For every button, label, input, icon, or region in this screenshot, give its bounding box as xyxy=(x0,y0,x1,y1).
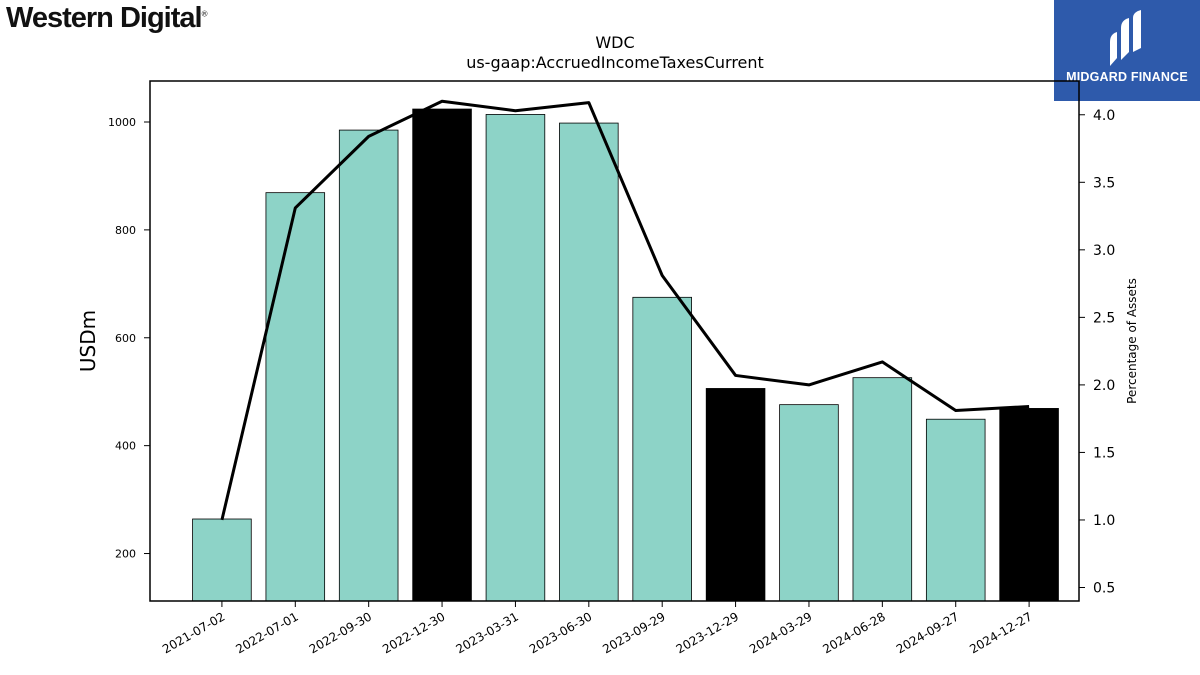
x-tick-label: 2024-06-28 xyxy=(820,609,887,656)
bar-2022-09-30 xyxy=(338,129,399,602)
bar-2022-07-01 xyxy=(265,192,326,602)
x-tick-label: 2024-09-27 xyxy=(894,609,961,656)
bar-2024-09-27 xyxy=(925,418,986,602)
y-tick-label: 600 xyxy=(115,332,136,345)
y2-tick-label: 3.5 xyxy=(1093,175,1115,191)
chart-title: WDC xyxy=(595,33,634,52)
plot-frame xyxy=(149,80,1080,602)
x-tick-label: 2024-12-27 xyxy=(967,609,1034,656)
x-tick-label: 2023-09-29 xyxy=(600,609,667,656)
x-tick-label: 2022-09-30 xyxy=(307,609,374,656)
company-name: Western Digital xyxy=(6,2,203,34)
y-tick-label: 400 xyxy=(115,440,136,453)
y-tick-label: 800 xyxy=(115,224,136,237)
y2-axis-label: Percentage of Assets xyxy=(1125,278,1139,404)
x-tick-label: 2024-03-29 xyxy=(747,609,814,656)
trademark-symbol: ® xyxy=(201,9,208,19)
bar-2021-07-02 xyxy=(192,518,252,602)
bar-series xyxy=(192,108,1059,602)
left-axis: 200 400 600 800 1000 xyxy=(108,116,150,561)
bar-2023-06-30 xyxy=(559,122,619,602)
bar-2023-09-29 xyxy=(632,296,692,602)
x-tick-label: 2023-06-30 xyxy=(527,609,594,656)
y2-tick-label: 1.0 xyxy=(1093,513,1115,529)
y2-tick-label: 4.0 xyxy=(1093,108,1115,124)
x-tick-label: 2022-07-01 xyxy=(233,609,300,656)
chart-subtitle: us-gaap:AccruedIncomeTaxesCurrent xyxy=(466,53,764,72)
bar-2024-12-27 xyxy=(999,408,1059,602)
bar-2024-03-29 xyxy=(779,404,839,602)
x-tick-label: 2023-03-31 xyxy=(454,609,521,656)
publisher-name: MIDGARD FINANCE xyxy=(1066,70,1188,84)
midgard-mark-icon xyxy=(1110,10,1141,66)
bar-2024-06-28 xyxy=(852,377,913,602)
company-logo: Western Digital® xyxy=(6,2,207,35)
bar-2023-03-31 xyxy=(485,114,546,602)
y-axis-label: USDm xyxy=(76,310,100,372)
x-tick-label: 2021-07-02 xyxy=(160,609,227,656)
bar-2023-12-29 xyxy=(705,388,766,602)
x-tick-label: 2023-12-29 xyxy=(674,609,741,656)
bar-2022-12-30 xyxy=(412,108,472,602)
y2-tick-label: 1.5 xyxy=(1093,445,1115,461)
percentage-line xyxy=(220,99,1030,521)
y2-tick-label: 2.0 xyxy=(1093,378,1115,394)
y2-tick-label: 2.5 xyxy=(1093,310,1115,326)
y2-tick-label: 3.0 xyxy=(1093,243,1115,259)
y-tick-label: 1000 xyxy=(108,116,136,129)
x-tick-label: 2022-12-30 xyxy=(380,609,447,656)
y2-tick-label: 0.5 xyxy=(1093,580,1115,596)
x-axis: 2021-07-02 2022-07-01 2022-09-30 2022-12-30… xyxy=(160,601,1035,656)
y-tick-label: 200 xyxy=(115,548,136,561)
right-axis: 0.5 1.0 1.5 2.0 2.5 3.0 3.5 4.0 xyxy=(1079,108,1115,596)
